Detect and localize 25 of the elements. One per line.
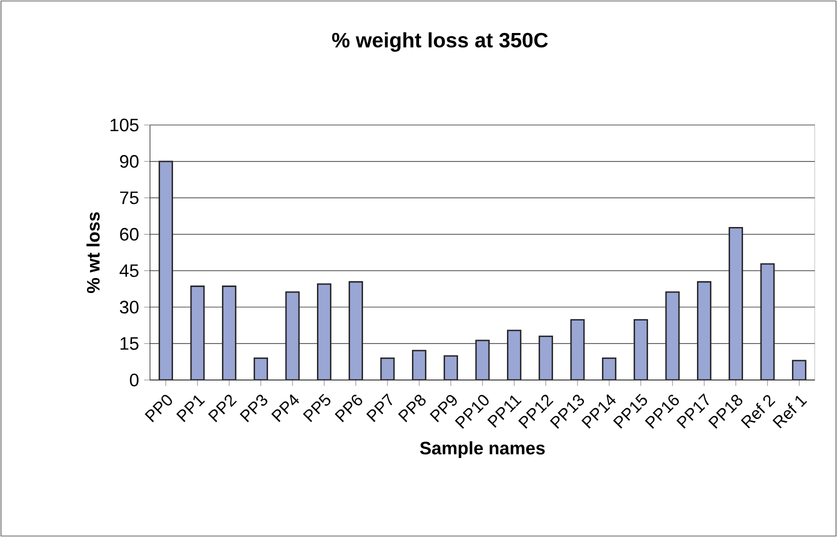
x-axis-title: Sample names bbox=[420, 441, 545, 458]
y-tick-label: 0 bbox=[130, 374, 139, 386]
bar bbox=[570, 319, 585, 380]
x-tick-label: PP4 bbox=[271, 394, 300, 422]
x-tick-label: PP1 bbox=[176, 395, 205, 422]
bar bbox=[190, 286, 205, 380]
y-axis-title: % wt loss bbox=[86, 212, 100, 294]
x-tick-label: PP3 bbox=[240, 394, 268, 422]
bar bbox=[475, 340, 490, 380]
bar bbox=[285, 291, 300, 380]
y-tick-label: 15 bbox=[120, 337, 138, 350]
y-tick-label: 90 bbox=[120, 155, 139, 168]
y-tick-label: 60 bbox=[120, 228, 139, 241]
y-tick-label: 105 bbox=[110, 118, 138, 132]
y-tick-label: 75 bbox=[120, 192, 138, 204]
bar bbox=[760, 263, 775, 380]
x-tick-label: PP8 bbox=[398, 394, 426, 422]
y-tick-label: 45 bbox=[120, 264, 138, 277]
x-tick-label: PP6 bbox=[334, 394, 362, 422]
x-tick-label: PP2 bbox=[208, 394, 237, 422]
x-tick-label: PP0 bbox=[144, 394, 172, 422]
y-tick-label: 30 bbox=[120, 300, 139, 314]
bar bbox=[665, 291, 680, 380]
chart-title: % weight loss at 350C bbox=[332, 32, 548, 52]
x-tick-label: PP9 bbox=[430, 395, 457, 422]
